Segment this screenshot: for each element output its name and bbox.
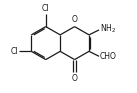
Text: O: O — [72, 74, 78, 83]
Text: Cl: Cl — [42, 4, 49, 13]
Text: Cl: Cl — [10, 47, 18, 56]
Text: O: O — [72, 15, 78, 24]
Text: NH$_2$: NH$_2$ — [100, 23, 116, 35]
Text: CHO: CHO — [100, 52, 117, 61]
